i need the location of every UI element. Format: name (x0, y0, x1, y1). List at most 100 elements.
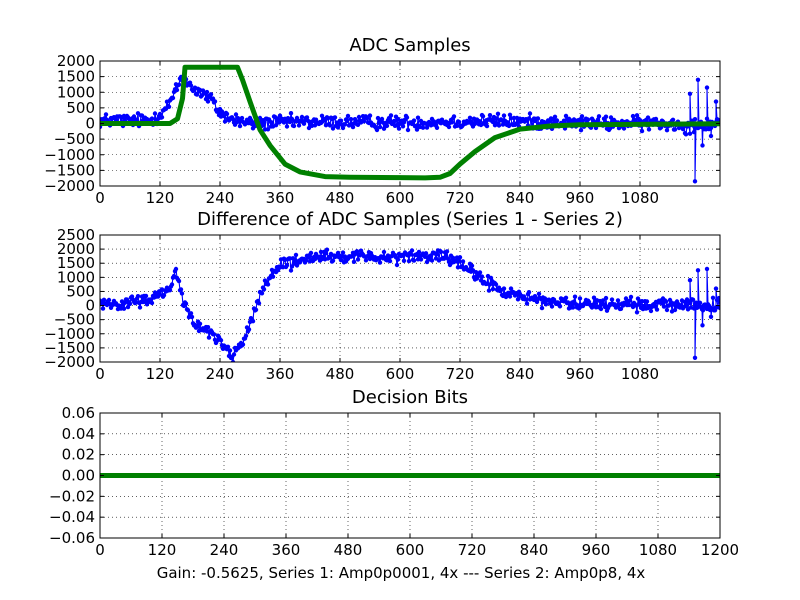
data-point (438, 249, 444, 255)
data-point (284, 263, 290, 268)
data-point (457, 255, 463, 260)
data-point (496, 123, 502, 128)
data-point (365, 253, 371, 258)
data-point (149, 300, 155, 306)
data-point (429, 258, 435, 263)
data-point (273, 123, 279, 128)
x-tick-label: 960 (582, 541, 611, 559)
data-point (687, 131, 693, 136)
data-point (664, 307, 670, 313)
data-point (449, 120, 455, 125)
data-point (523, 297, 529, 302)
plot-area (100, 64, 720, 184)
chart-title: Decision Bits (352, 387, 468, 408)
data-point (381, 249, 387, 255)
x-tick-label: 360 (266, 189, 295, 207)
data-point (672, 307, 678, 313)
data-point (166, 104, 172, 110)
data-point (704, 266, 710, 272)
data-point (188, 83, 194, 88)
data-point (446, 124, 452, 130)
data-point (304, 115, 310, 120)
data-point (269, 120, 275, 125)
data-point (697, 300, 703, 305)
y-tick-label: 0.04 (62, 425, 95, 443)
data-point (411, 118, 417, 123)
data-point (355, 257, 361, 262)
y-tick-label: 0 (85, 297, 95, 315)
data-point (646, 127, 652, 132)
data-point (460, 259, 466, 264)
data-point (456, 119, 462, 125)
data-point (549, 304, 555, 309)
data-point (666, 303, 672, 308)
data-point (208, 92, 214, 97)
data-point (363, 258, 369, 263)
data-point (420, 125, 426, 130)
data-point (411, 258, 417, 263)
data-point (405, 127, 411, 133)
data-point (100, 306, 106, 311)
data-point (690, 297, 696, 302)
data-point (639, 128, 645, 134)
data-point (515, 297, 521, 302)
data-point (508, 286, 514, 291)
data-point (137, 305, 143, 310)
data-point (687, 278, 693, 283)
data-point (456, 258, 462, 264)
data-point (618, 306, 624, 311)
data-point (316, 254, 322, 259)
data-point (708, 133, 714, 139)
y-tick-label: 0.06 (62, 404, 95, 422)
data-point (101, 297, 107, 302)
data-point (256, 301, 262, 306)
y-tick-label: −0.04 (49, 508, 95, 526)
data-point (259, 291, 265, 296)
data-point (524, 301, 530, 306)
data-point (367, 113, 373, 118)
axes-frame (99, 234, 721, 363)
data-point (404, 115, 410, 120)
data-point (400, 124, 406, 129)
data-point (536, 291, 542, 296)
data-point (493, 116, 499, 121)
data-point (330, 126, 336, 131)
data-point (188, 311, 194, 316)
data-point (692, 117, 698, 122)
data-point (225, 344, 231, 349)
data-point (344, 118, 350, 124)
data-point (121, 306, 127, 311)
x-tick-label: 1080 (621, 365, 659, 383)
data-point (327, 123, 333, 128)
data-point (355, 122, 361, 128)
data-point (308, 250, 314, 256)
y-tick-label: −500 (54, 130, 95, 148)
y-tick-label: 1500 (57, 68, 95, 86)
data-point (340, 250, 346, 255)
chart-difference-adc-samples: 0 120 240 360 480 600 720 840 960 1080 25002000150… (44, 209, 721, 383)
data-point (416, 249, 422, 255)
data-point (161, 293, 167, 298)
data-point (600, 298, 606, 303)
data-point (692, 179, 698, 184)
y-tick-label: 1000 (57, 83, 95, 101)
data-point (194, 324, 200, 329)
series-line-1 (100, 64, 720, 181)
y-tick-label: −1500 (44, 161, 95, 179)
data-point (301, 121, 307, 126)
data-point (332, 115, 338, 120)
data-point (654, 307, 660, 312)
x-tick-label: 960 (566, 189, 595, 207)
data-point (479, 274, 485, 279)
data-point (480, 114, 486, 119)
x-tick-label: 120 (146, 365, 175, 383)
data-point (237, 123, 243, 129)
y-tick-label: 2000 (57, 240, 95, 258)
x-tick-label: 960 (566, 365, 595, 383)
y-tick-label: 2000 (57, 52, 95, 70)
data-point (375, 115, 381, 121)
data-point (288, 268, 294, 273)
data-point (206, 335, 212, 340)
data-point (377, 124, 383, 130)
y-tick-label: −2000 (44, 177, 95, 195)
